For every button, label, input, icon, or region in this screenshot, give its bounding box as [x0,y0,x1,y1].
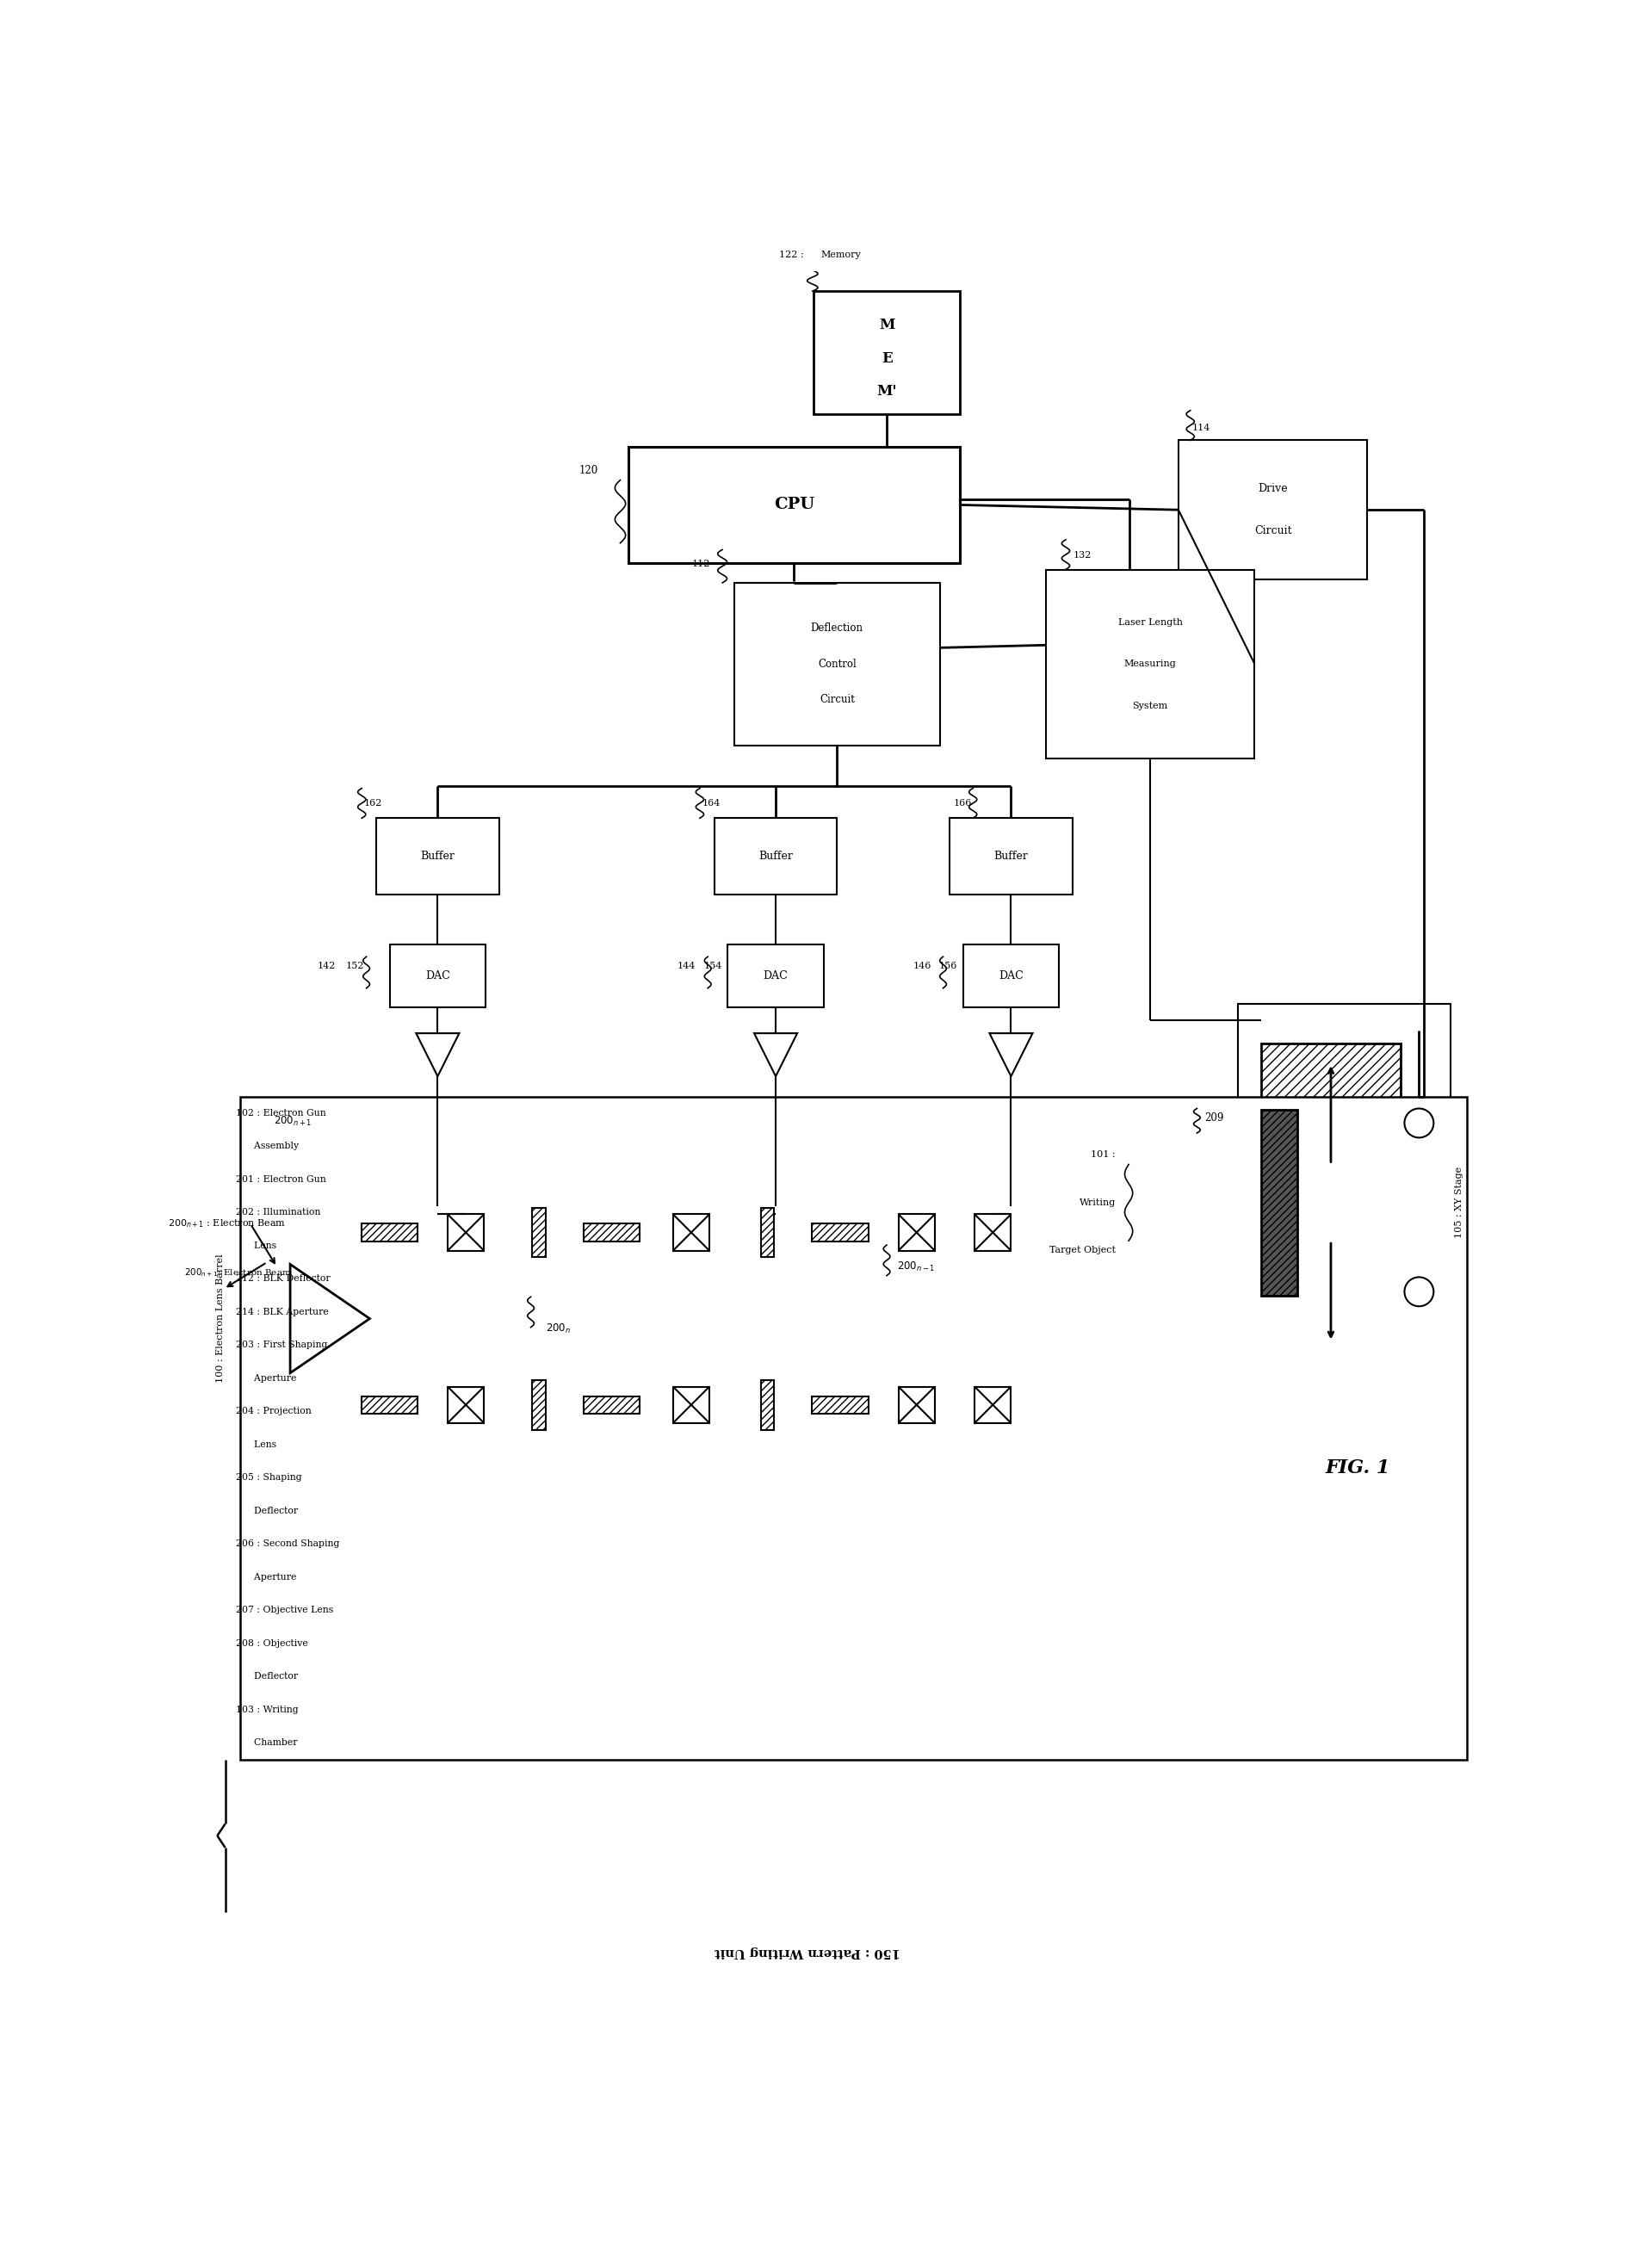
Text: Lens: Lens [236,1241,276,1250]
Text: 156: 156 [940,963,958,970]
Text: 103 : Writing: 103 : Writing [236,1706,299,1713]
Text: 100 : Electron Lens Barrel: 100 : Electron Lens Barrel [216,1254,225,1383]
Text: 142: 142 [317,963,335,970]
Text: CPU: CPU [773,497,814,513]
Bar [241,1096,1467,1761]
Text: Aperture: Aperture [236,1573,296,1582]
Text: Aperture: Aperture [236,1374,296,1383]
Text: M: M [879,319,895,332]
Text: Measuring: Measuring [1123,660,1176,669]
Text: Laser Length: Laser Length [1118,619,1183,626]
Text: 166: 166 [953,800,971,807]
Text: 150 : Pattern Writing Unit: 150 : Pattern Writing Unit [714,1946,900,1957]
Text: Buffer: Buffer [995,850,1028,861]
Bar [258,1103,1305,1535]
Bar [532,1207,545,1257]
Bar [362,1397,418,1412]
Bar [532,1381,545,1431]
Text: Buffer: Buffer [758,850,793,861]
Bar [813,1397,869,1412]
Bar [628,447,960,563]
Text: M': M' [877,384,897,400]
Text: Memory: Memory [821,251,861,260]
Text: 144: 144 [677,963,695,970]
Text: 204 : Projection: 204 : Projection [236,1408,311,1415]
Text: DAC: DAC [763,970,788,981]
Text: $200_{n+1}$: Electron Beam: $200_{n+1}$: Electron Beam [183,1266,291,1279]
Bar [1260,1044,1401,1363]
Text: 132: 132 [1074,551,1092,558]
Bar [727,945,824,1008]
Bar [814,292,960,414]
Bar [1046,570,1254,759]
Text: 152: 152 [345,963,365,970]
Text: System: System [1133,701,1168,710]
Text: 114: 114 [1193,425,1211,432]
Text: E: E [881,350,892,366]
Text: Deflection: Deflection [811,624,864,633]
Text: 120: 120 [580,466,598,475]
Bar [362,1225,418,1241]
Text: DAC: DAC [999,970,1024,981]
Text: Assembly: Assembly [236,1141,299,1150]
Bar [950,818,1072,895]
Text: 208 : Objective: 208 : Objective [236,1638,307,1648]
Text: 102 : Electron Gun: 102 : Electron Gun [236,1110,325,1116]
Text: 112: 112 [692,560,710,570]
Text: FIG. 1: FIG. 1 [1325,1458,1389,1478]
Text: Circuit: Circuit [1254,524,1292,536]
Text: Deflector: Deflector [236,1507,297,1514]
Text: Control: Control [818,658,856,669]
Text: Circuit: Circuit [819,694,854,705]
Text: $200_{n+1}$: $200_{n+1}$ [274,1114,312,1128]
Bar [390,945,486,1008]
Text: $200_{n+1}$ : Electron Beam: $200_{n+1}$ : Electron Beam [167,1218,286,1229]
Text: 209: 209 [1204,1112,1224,1123]
Text: 212 : BLK Deflector: 212 : BLK Deflector [236,1275,330,1284]
Text: 162: 162 [363,800,382,807]
Bar [963,945,1059,1008]
Bar [762,1207,775,1257]
Text: 203 : First Shaping: 203 : First Shaping [236,1340,327,1349]
Text: Buffer: Buffer [421,850,454,861]
Bar [1178,441,1368,579]
Text: 207 : Objective Lens: 207 : Objective Lens [236,1607,334,1614]
Bar [813,1225,869,1241]
Text: Target Object: Target Object [1049,1245,1115,1254]
Bar [733,583,940,746]
Text: DAC: DAC [425,970,449,981]
Text: 101 :: 101 : [1090,1150,1115,1159]
Text: Chamber: Chamber [236,1738,297,1747]
Text: 202 : Illumination: 202 : Illumination [236,1209,320,1216]
Text: 164: 164 [702,800,720,807]
Text: Drive: Drive [1257,484,1289,495]
Bar [762,1381,775,1431]
Bar [583,1397,639,1412]
Bar [583,1225,639,1241]
Text: 201 : Electron Gun: 201 : Electron Gun [236,1175,325,1184]
Text: $200_{n-1}$: $200_{n-1}$ [897,1261,935,1272]
Text: 205 : Shaping: 205 : Shaping [236,1474,302,1483]
Text: Deflector: Deflector [236,1672,297,1681]
Bar [714,818,838,895]
Text: 214 : BLK Aperture: 214 : BLK Aperture [236,1309,329,1315]
Text: 146: 146 [914,963,932,970]
Bar [377,818,499,895]
Text: Writing: Writing [1079,1198,1115,1207]
Text: 105 : XY Stage: 105 : XY Stage [1454,1166,1464,1238]
Text: 206 : Second Shaping: 206 : Second Shaping [236,1539,339,1548]
Bar [1237,1003,1450,1394]
Bar [1260,1110,1298,1295]
Text: 154: 154 [704,963,722,970]
Text: $200_n$: $200_n$ [545,1322,570,1336]
Text: Lens: Lens [236,1440,276,1449]
Text: 122 :: 122 : [780,251,805,260]
